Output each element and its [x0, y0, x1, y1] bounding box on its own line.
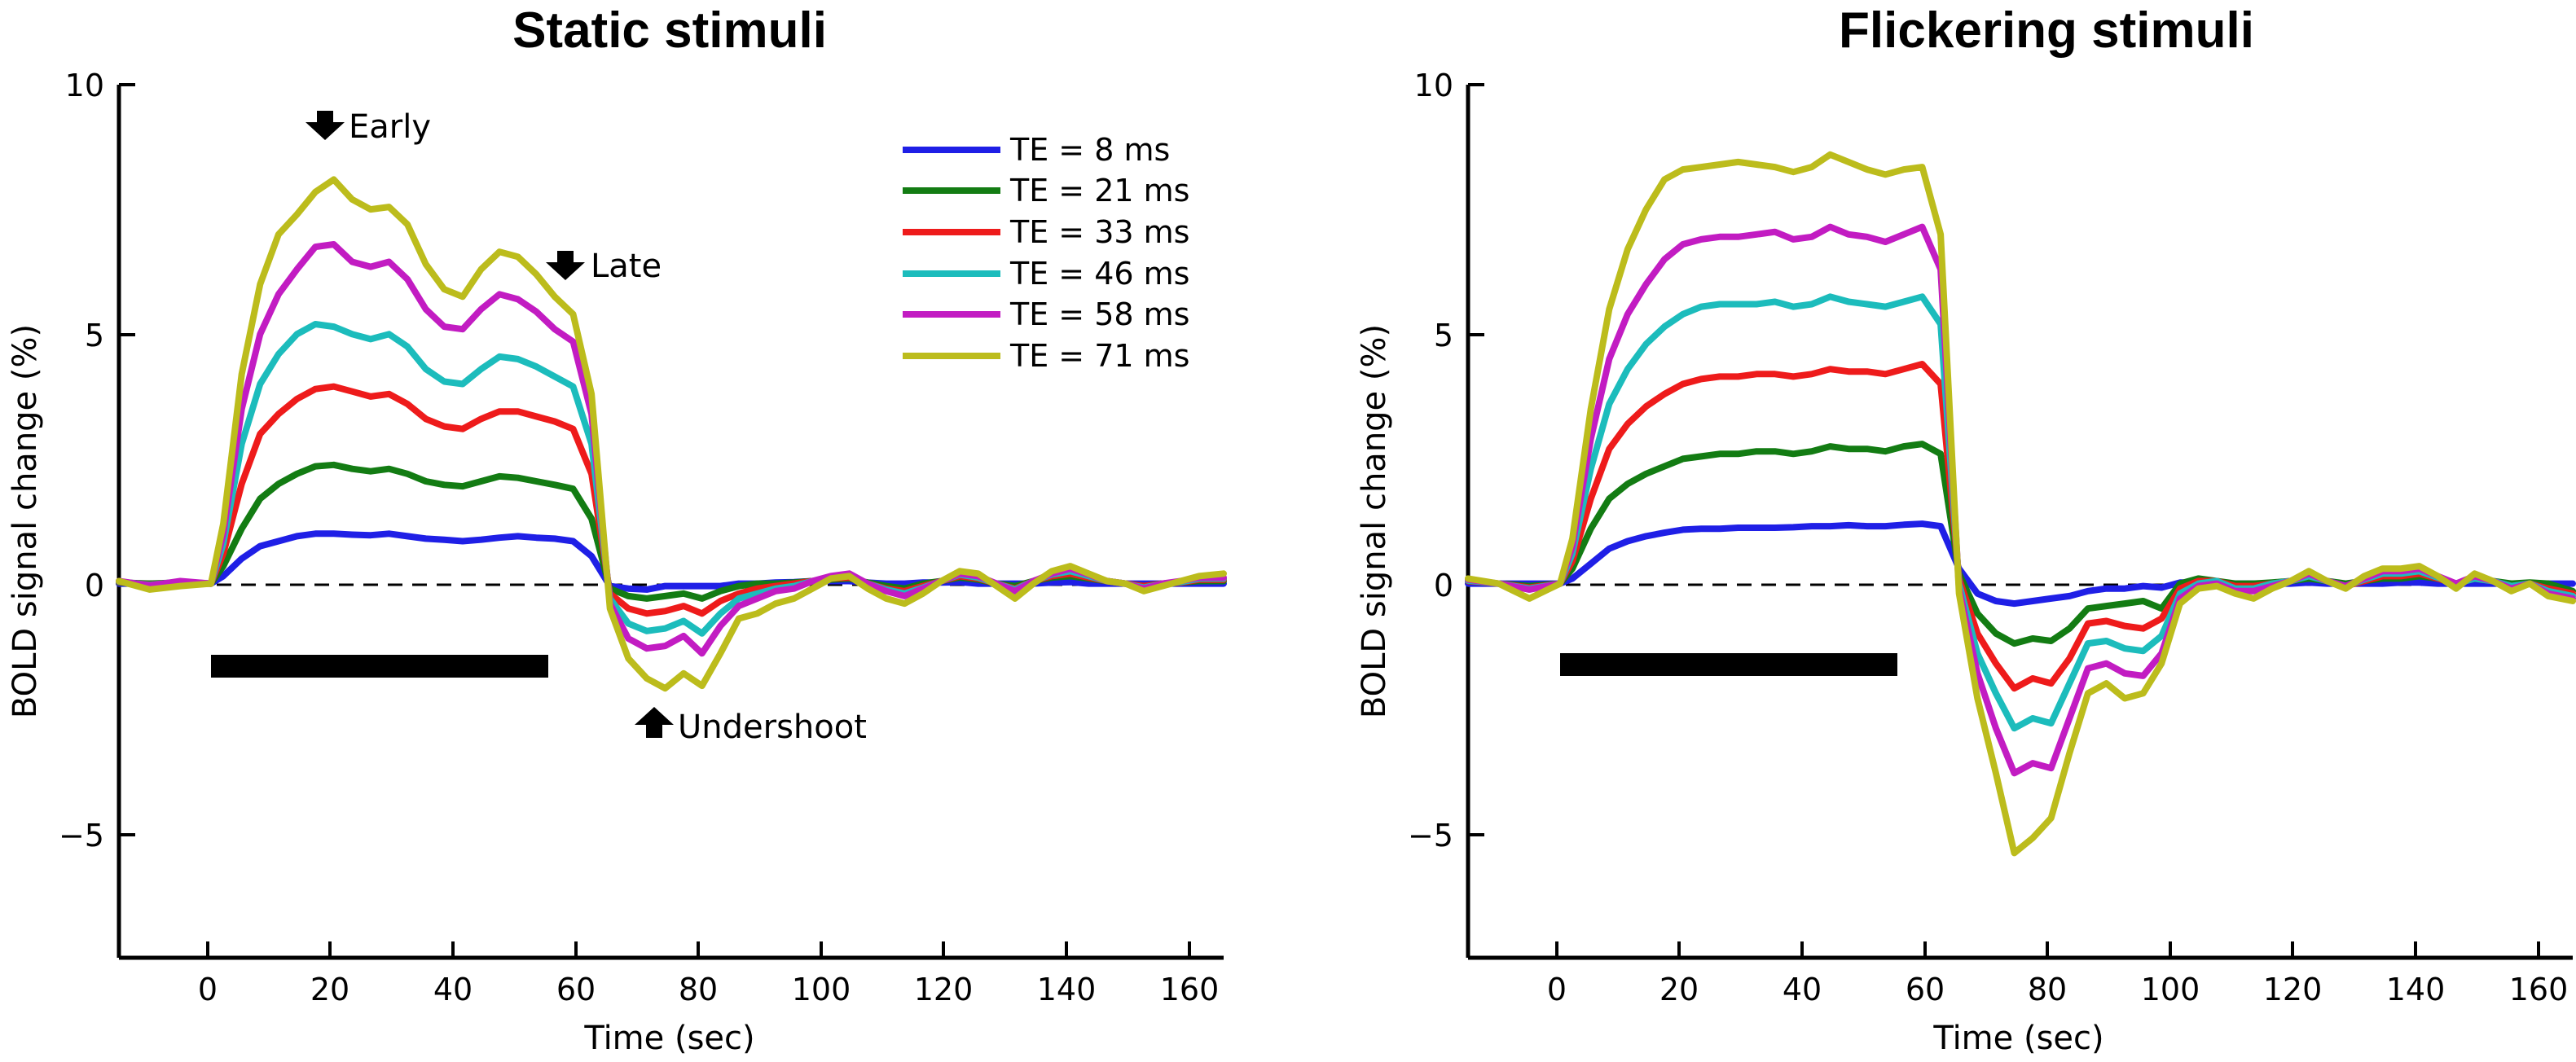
legend: TE = 8 ms TE = 21 ms TE = 33 ms TE = 46 …: [903, 132, 1189, 374]
x-axis-label: Time (sec): [583, 1020, 754, 1057]
stimulus-bar: [211, 655, 548, 678]
x-tick-label: 40: [1783, 972, 1822, 1007]
x-ticks: 0 20 40 60 80 100 120 140 160: [1547, 941, 2568, 1007]
series-lines: [1465, 151, 2576, 857]
x-tick-label: 160: [1160, 972, 1220, 1007]
legend-label: TE = 46 ms: [1009, 256, 1189, 292]
x-tick-label: 20: [1659, 972, 1699, 1007]
legend-label: TE = 71 ms: [1009, 338, 1189, 374]
x-ticks: 0 20 40 60 80 100 120 140 160: [198, 941, 1219, 1007]
legend-label: TE = 33 ms: [1009, 214, 1189, 250]
series-line-te-21ms: [1465, 441, 2576, 647]
series-line-te-8ms: [1465, 520, 2576, 608]
chart-flickering-stimuli: Flickering stimuli 10 5 0 −5 0 20 4: [1356, 2, 2576, 1057]
x-tick-label: 80: [2028, 972, 2067, 1007]
y-tick-label: 10: [1414, 68, 1453, 103]
chart-title: Static stimuli: [512, 2, 827, 59]
y-tick-label: 5: [1434, 318, 1453, 353]
x-tick-label: 140: [2386, 972, 2446, 1007]
annotation-undershoot: Undershoot: [635, 707, 867, 746]
annotation-label: Undershoot: [678, 709, 867, 746]
y-tick-label: 0: [85, 568, 104, 603]
x-tick-label: 20: [310, 972, 349, 1007]
legend-label: TE = 8 ms: [1009, 132, 1170, 168]
series-line-te-8ms: [116, 530, 1227, 593]
y-ticks: 10 5 0 −5: [1408, 68, 1484, 854]
arrow-up-icon: [635, 707, 674, 738]
annotation-label: Late: [591, 248, 662, 285]
legend-label: TE = 21 ms: [1009, 173, 1189, 208]
annotation-late: Late: [546, 248, 662, 285]
series-line-te-71ms: [116, 176, 1227, 692]
y-tick-label: −5: [1408, 818, 1453, 854]
arrow-down-icon: [306, 111, 345, 140]
y-tick-label: 0: [1434, 568, 1453, 603]
y-axis-label: BOLD signal change (%): [1356, 324, 1393, 718]
stimulus-bar: [1560, 653, 1897, 676]
x-tick-label: 60: [1906, 972, 1945, 1007]
annotation-label: Early: [349, 108, 431, 146]
x-tick-label: 140: [1037, 972, 1097, 1007]
chart-title: Flickering stimuli: [1839, 2, 2254, 59]
series-lines: [116, 176, 1227, 692]
y-ticks: 10 5 0 −5: [59, 68, 135, 854]
x-tick-label: 40: [433, 972, 473, 1007]
annotation-early: Early: [306, 108, 431, 146]
x-axis-label: Time (sec): [1932, 1020, 2103, 1057]
y-tick-label: −5: [59, 818, 104, 854]
x-tick-label: 0: [198, 972, 218, 1007]
x-tick-label: 120: [2263, 972, 2323, 1007]
x-tick-label: 60: [556, 972, 596, 1007]
y-axis-label: BOLD signal change (%): [7, 324, 44, 718]
chart-static-stimuli: Static stimuli 10 5 0 −5 0 20 40: [7, 2, 1227, 1057]
x-tick-label: 120: [914, 972, 974, 1007]
legend-label: TE = 58 ms: [1009, 296, 1189, 332]
x-tick-label: 100: [2141, 972, 2200, 1007]
series-line-te-58ms: [1465, 223, 2576, 777]
x-tick-label: 160: [2509, 972, 2569, 1007]
x-tick-label: 80: [679, 972, 718, 1007]
y-tick-label: 10: [65, 68, 104, 103]
x-tick-label: 100: [792, 972, 851, 1007]
y-tick-label: 5: [85, 318, 104, 353]
x-tick-label: 0: [1547, 972, 1567, 1007]
arrow-down-icon: [546, 251, 585, 280]
series-line-te-71ms: [1465, 151, 2576, 857]
